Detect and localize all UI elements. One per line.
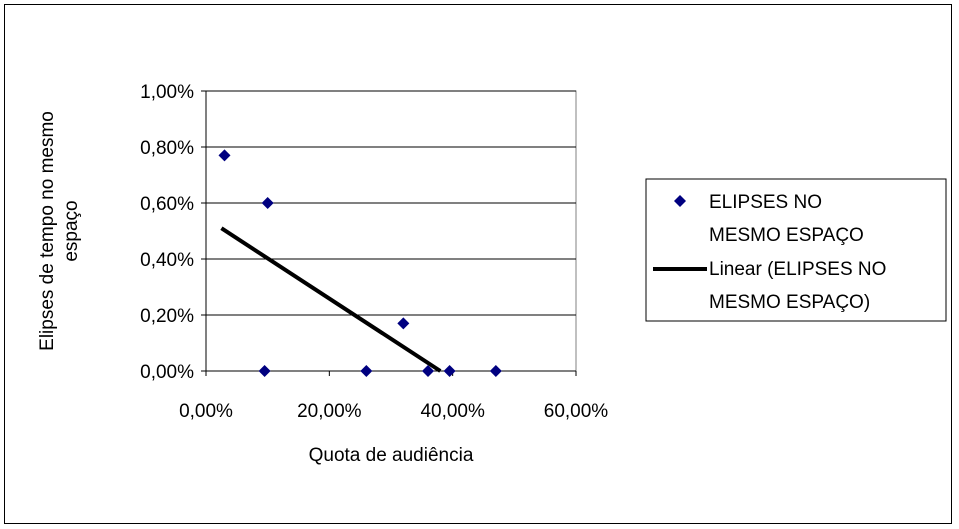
y-tick-label: 0,60% xyxy=(140,194,194,215)
x-tick-label: 0,00% xyxy=(179,401,233,422)
legend-series-label-line-2: MESMO ESPAÇO xyxy=(709,225,864,246)
data-point xyxy=(422,365,434,377)
y-tick-label: 0,40% xyxy=(140,250,194,271)
data-point xyxy=(261,197,274,209)
data-point xyxy=(397,317,410,330)
trendline xyxy=(220,226,442,373)
y-tick-label: 0,00% xyxy=(140,362,194,383)
data-point xyxy=(443,365,456,377)
data-points xyxy=(218,149,502,377)
x-tick-label: 20,00% xyxy=(297,401,362,422)
data-point xyxy=(489,365,502,377)
x-tick-label: 60,00% xyxy=(544,401,609,422)
legend-box xyxy=(645,178,947,322)
data-point xyxy=(218,149,231,162)
y-tick-label: 1,00% xyxy=(140,82,194,103)
data-point xyxy=(360,365,373,377)
legend-trendline-label-line-1: Linear (ELIPSES NO xyxy=(709,259,886,280)
y-tick-label: 0,80% xyxy=(140,138,194,159)
y-tick-labels: 0,00% 0,20% 0,40% 0,60% 0,80% 1,00% xyxy=(140,82,206,383)
y-axis-label-line-2: espaço xyxy=(61,200,82,261)
x-tick-label: 40,00% xyxy=(420,401,485,422)
legend-series-label-line-1: ELIPSES NO xyxy=(709,192,822,213)
y-axis-label-line-1: Elipses de tempo no mesmo xyxy=(37,111,58,351)
x-axis-label: Quota de audiência xyxy=(309,445,474,466)
y-tick-label: 0,20% xyxy=(140,306,194,327)
legend-diamond-marker xyxy=(674,195,686,207)
legend-trendline-label-line-2: MESMO ESPAÇO) xyxy=(709,292,870,313)
legend: ELIPSES NO MESMO ESPAÇO Linear (ELIPSES … xyxy=(645,178,947,322)
x-tick-labels: 0,00% 20,00% 40,00% 60,00% xyxy=(179,371,608,422)
trendline-group xyxy=(220,226,442,373)
plot-area xyxy=(205,90,577,372)
data-point xyxy=(258,365,271,377)
